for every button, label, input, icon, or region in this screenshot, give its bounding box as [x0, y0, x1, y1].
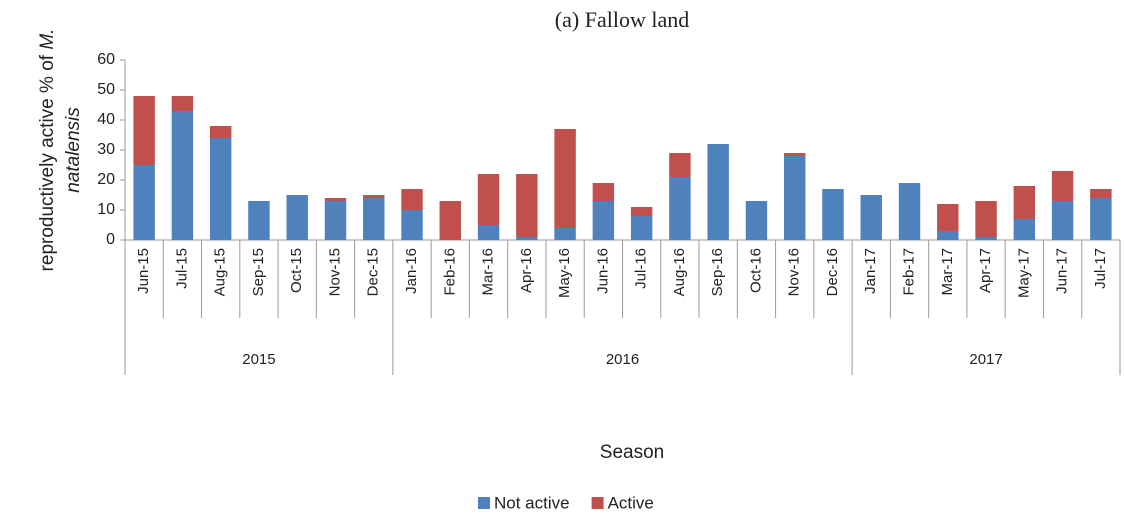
bar-segment	[554, 129, 576, 228]
x-tick-label: Jun-16	[594, 248, 611, 294]
bar-segment	[324, 201, 347, 240]
y-axis-label-part: natalensis	[63, 107, 84, 193]
x-tick-label: Sep-15	[250, 248, 267, 296]
bar-segment	[516, 237, 538, 240]
bar-segment	[860, 195, 882, 240]
bar-segment	[669, 153, 691, 177]
y-axis-label: reproductively active % of M.	[37, 29, 58, 272]
bar-segment	[248, 201, 270, 240]
y-tick-label: 50	[97, 81, 115, 98]
bar-segment	[286, 195, 308, 240]
bar-segment	[975, 237, 997, 240]
bar-segment	[401, 210, 423, 240]
y-axis-label-part: reproductively active % of	[37, 50, 58, 272]
bar-segment	[707, 144, 729, 240]
y-tick-label: 40	[97, 111, 115, 128]
bar-segment	[630, 207, 653, 216]
bar-segment	[898, 183, 921, 240]
x-tick-label: Jan-17	[862, 248, 879, 294]
bar-segment	[133, 96, 155, 165]
bar-segment	[592, 183, 615, 201]
x-tick-label: Jul-15	[173, 248, 190, 289]
x-tick-label: Aug-16	[671, 248, 688, 296]
bar-segment	[1051, 201, 1074, 240]
legend-label: Not active	[494, 493, 570, 512]
bar-segment	[669, 177, 691, 240]
x-tick-label: Apr-16	[518, 248, 535, 293]
x-tick-label: Nov-15	[326, 248, 343, 296]
x-tick-label: Aug-15	[212, 248, 229, 296]
bar-segment	[324, 198, 347, 201]
bar-segment	[937, 231, 959, 240]
group-label: 2016	[606, 351, 639, 368]
bar-segment	[1090, 189, 1112, 198]
y-tick-label: 0	[106, 231, 115, 248]
x-tick-label: May-17	[1015, 248, 1032, 298]
bar-segment	[401, 189, 423, 210]
x-tick-label: Mar-16	[480, 248, 497, 296]
x-tick-label: Feb-16	[441, 248, 458, 296]
bar-segment	[630, 216, 653, 240]
chart-title: (a) Fallow land	[555, 7, 689, 32]
x-tick-label: Oct-15	[288, 248, 305, 293]
bar-segment	[822, 189, 844, 240]
x-axis-label: Season	[600, 442, 664, 463]
legend-label: Active	[608, 493, 654, 512]
x-tick-label: Jul-17	[1092, 248, 1109, 289]
group-label: 2017	[969, 351, 1002, 368]
legend-swatch	[478, 497, 490, 509]
x-tick-label: Feb-17	[900, 248, 917, 296]
x-tick-label: Dec-15	[365, 248, 382, 296]
bar-segment	[477, 174, 500, 225]
bar-segment	[745, 201, 768, 240]
x-tick-label: Nov-16	[786, 248, 803, 296]
bar-segment	[783, 153, 806, 156]
x-tick-label: Jul-16	[633, 248, 650, 289]
x-tick-label: Jun-15	[135, 248, 152, 294]
bar-segment	[439, 201, 462, 240]
y-tick-label: 60	[97, 51, 115, 68]
y-tick-label: 10	[97, 201, 115, 218]
x-tick-label: Mar-17	[939, 248, 956, 296]
x-tick-label: May-16	[556, 248, 573, 298]
bar-segment	[1013, 186, 1036, 219]
bar-segment	[363, 195, 385, 198]
bar-segment	[1090, 198, 1112, 240]
bar-segment	[592, 201, 615, 240]
bar-segment	[171, 96, 194, 111]
bar-segment	[209, 138, 232, 240]
bar-segment	[937, 204, 959, 231]
bar-segment	[477, 225, 500, 240]
x-tick-label: Sep-16	[709, 248, 726, 296]
group-label: 2015	[242, 351, 275, 368]
bar-segment	[554, 228, 576, 240]
x-tick-label: Apr-17	[977, 248, 994, 293]
bar-segment	[975, 201, 997, 237]
bar-segment	[133, 165, 155, 240]
bar-segment	[1051, 171, 1074, 201]
bar-segment	[783, 156, 806, 240]
y-tick-label: 20	[97, 171, 115, 188]
bar-segment	[516, 174, 538, 237]
x-tick-label: Oct-16	[747, 248, 764, 293]
bar-segment	[363, 198, 385, 240]
y-axis-label-part: M.	[37, 29, 58, 50]
x-tick-label: Dec-16	[824, 248, 841, 296]
legend-swatch	[591, 497, 604, 509]
x-tick-label: Jan-16	[403, 248, 420, 294]
bar-segment	[209, 126, 232, 138]
x-tick-label: Jun-17	[1054, 248, 1071, 294]
bar-segment	[171, 111, 194, 240]
y-tick-label: 30	[97, 141, 115, 158]
bar-segment	[1013, 219, 1036, 240]
